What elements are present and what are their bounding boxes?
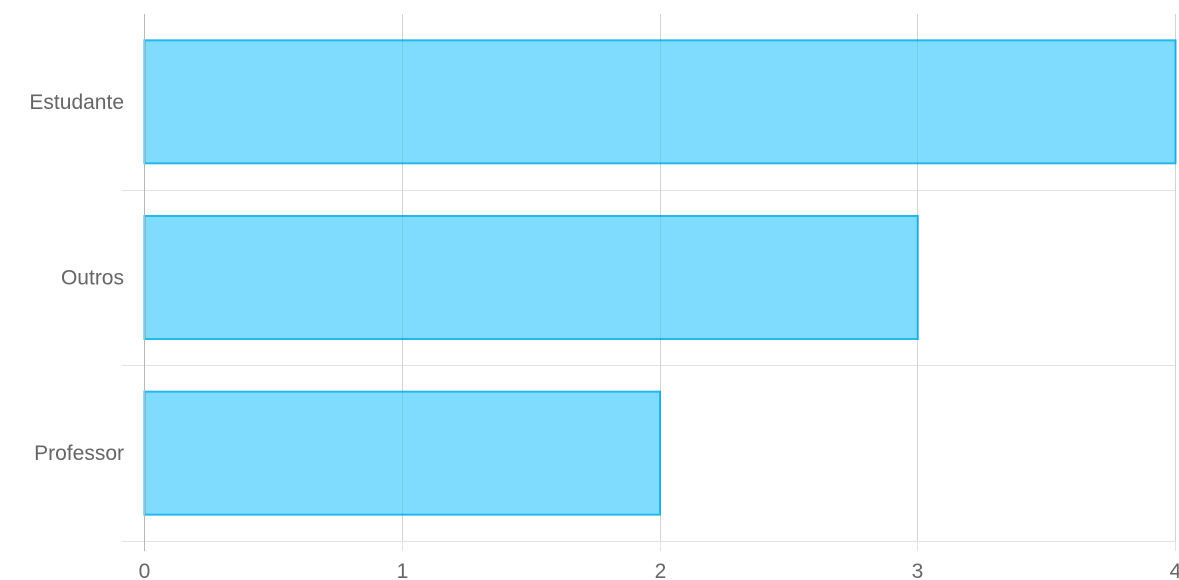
category-label: Outros [61,267,124,290]
x-tick-label: 4 [1170,560,1179,580]
category-label: Estudante [29,91,124,114]
bar-layer [143,39,1177,516]
bar-outros [143,215,919,340]
category-label: Professor [34,442,124,465]
x-tick-label: 0 [139,560,151,580]
axis-layer [144,14,1176,551]
label-layer: 0 1 2 3 4 Estudante Outros Professor [29,91,1179,580]
x-tick-label: 1 [397,560,409,580]
x-tick-label: 3 [912,560,924,580]
x-tick-label: 2 [655,560,667,580]
bar-professor [143,390,661,516]
